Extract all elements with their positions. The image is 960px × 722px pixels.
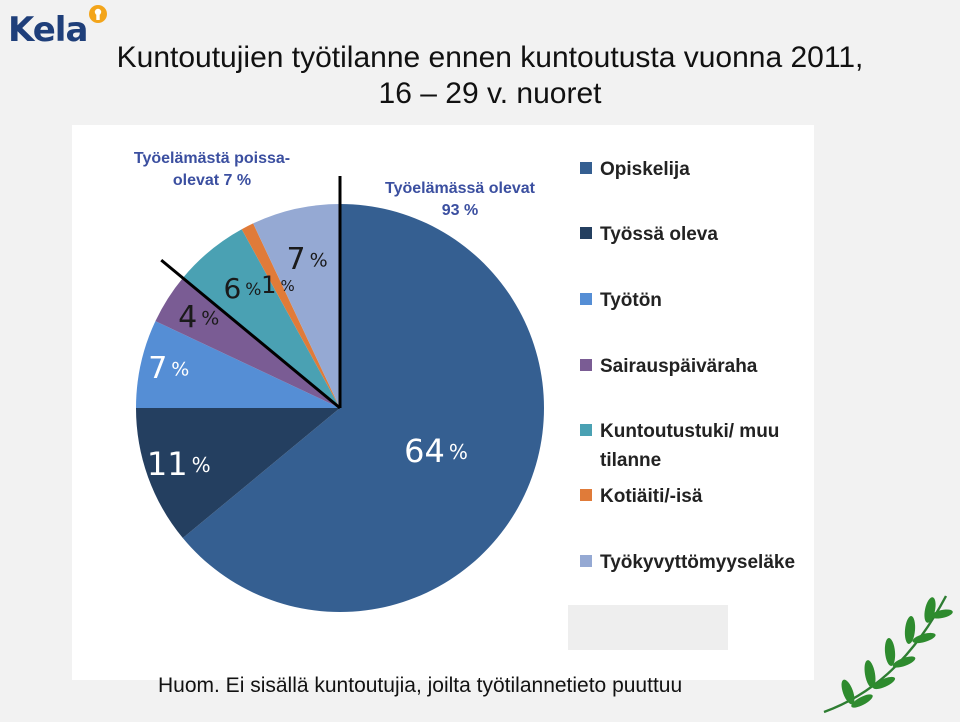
callout-out-of-work: Työelämästä poissa- olevat 7 %	[112, 148, 312, 192]
callout-in-work: Työelämässä olevat 93 %	[360, 178, 560, 222]
legend-label: Kotiäiti/-isä	[600, 486, 703, 507]
logo-emblem-icon	[89, 5, 107, 23]
kela-logo: Kela	[8, 4, 108, 50]
callout-out-of-work-line1: Työelämästä poissa-	[133, 150, 291, 167]
legend-label: Työkyvyttömyyseläke	[600, 552, 796, 573]
legend-label: Työssä oleva	[600, 224, 718, 245]
callout-in-work-line1: Työelämässä olevat	[384, 180, 535, 197]
legend-label: Työtön	[600, 290, 662, 311]
legend-swatch	[580, 489, 592, 501]
pie-slice-2	[136, 408, 340, 539]
pie-slice-7	[253, 204, 340, 408]
legend-swatch	[580, 162, 592, 174]
callout-in-work-line2: 93 %	[441, 202, 479, 219]
legend-swatch	[580, 359, 592, 371]
legend-swatch	[580, 555, 592, 567]
page-title: Kuntoutujien työtilanne ennen kuntoutust…	[60, 40, 920, 112]
footnote: Huom. Ei sisällä kuntoutujia, joilta työ…	[158, 674, 683, 697]
pie-slice-6	[241, 223, 340, 408]
legend-label: Sairauspäiväraha	[600, 356, 758, 377]
chart-panel: 64% 11% 7% 4% 6% 1% 7%	[72, 125, 814, 680]
title-line-2: 16 – 29 v. nuoret	[378, 77, 602, 110]
pie-slice-1	[182, 204, 544, 612]
legend-swatch	[580, 293, 592, 305]
legend-swatch	[580, 227, 592, 239]
pie-chart: 64 %11 %7 %4 %6% 1 %7%	[136, 176, 544, 612]
pie-slice-4	[155, 277, 340, 408]
decorative-box	[568, 605, 728, 650]
divider-line-out-of-work	[160, 258, 341, 410]
pie-slice-3	[136, 321, 340, 408]
legend-label: Kuntoutustuki/ muu tilanne	[600, 421, 780, 471]
callout-out-of-work-line2: olevat 7 %	[172, 172, 252, 189]
leaf-branch-icon	[823, 595, 953, 714]
pie-slice-5	[182, 229, 340, 408]
title-line-1: Kuntoutujien työtilanne ennen kuntoutust…	[116, 41, 864, 74]
legend-label: Opiskelija	[600, 159, 690, 180]
logo-text: Kela	[8, 10, 88, 50]
legend-swatch	[580, 424, 592, 436]
